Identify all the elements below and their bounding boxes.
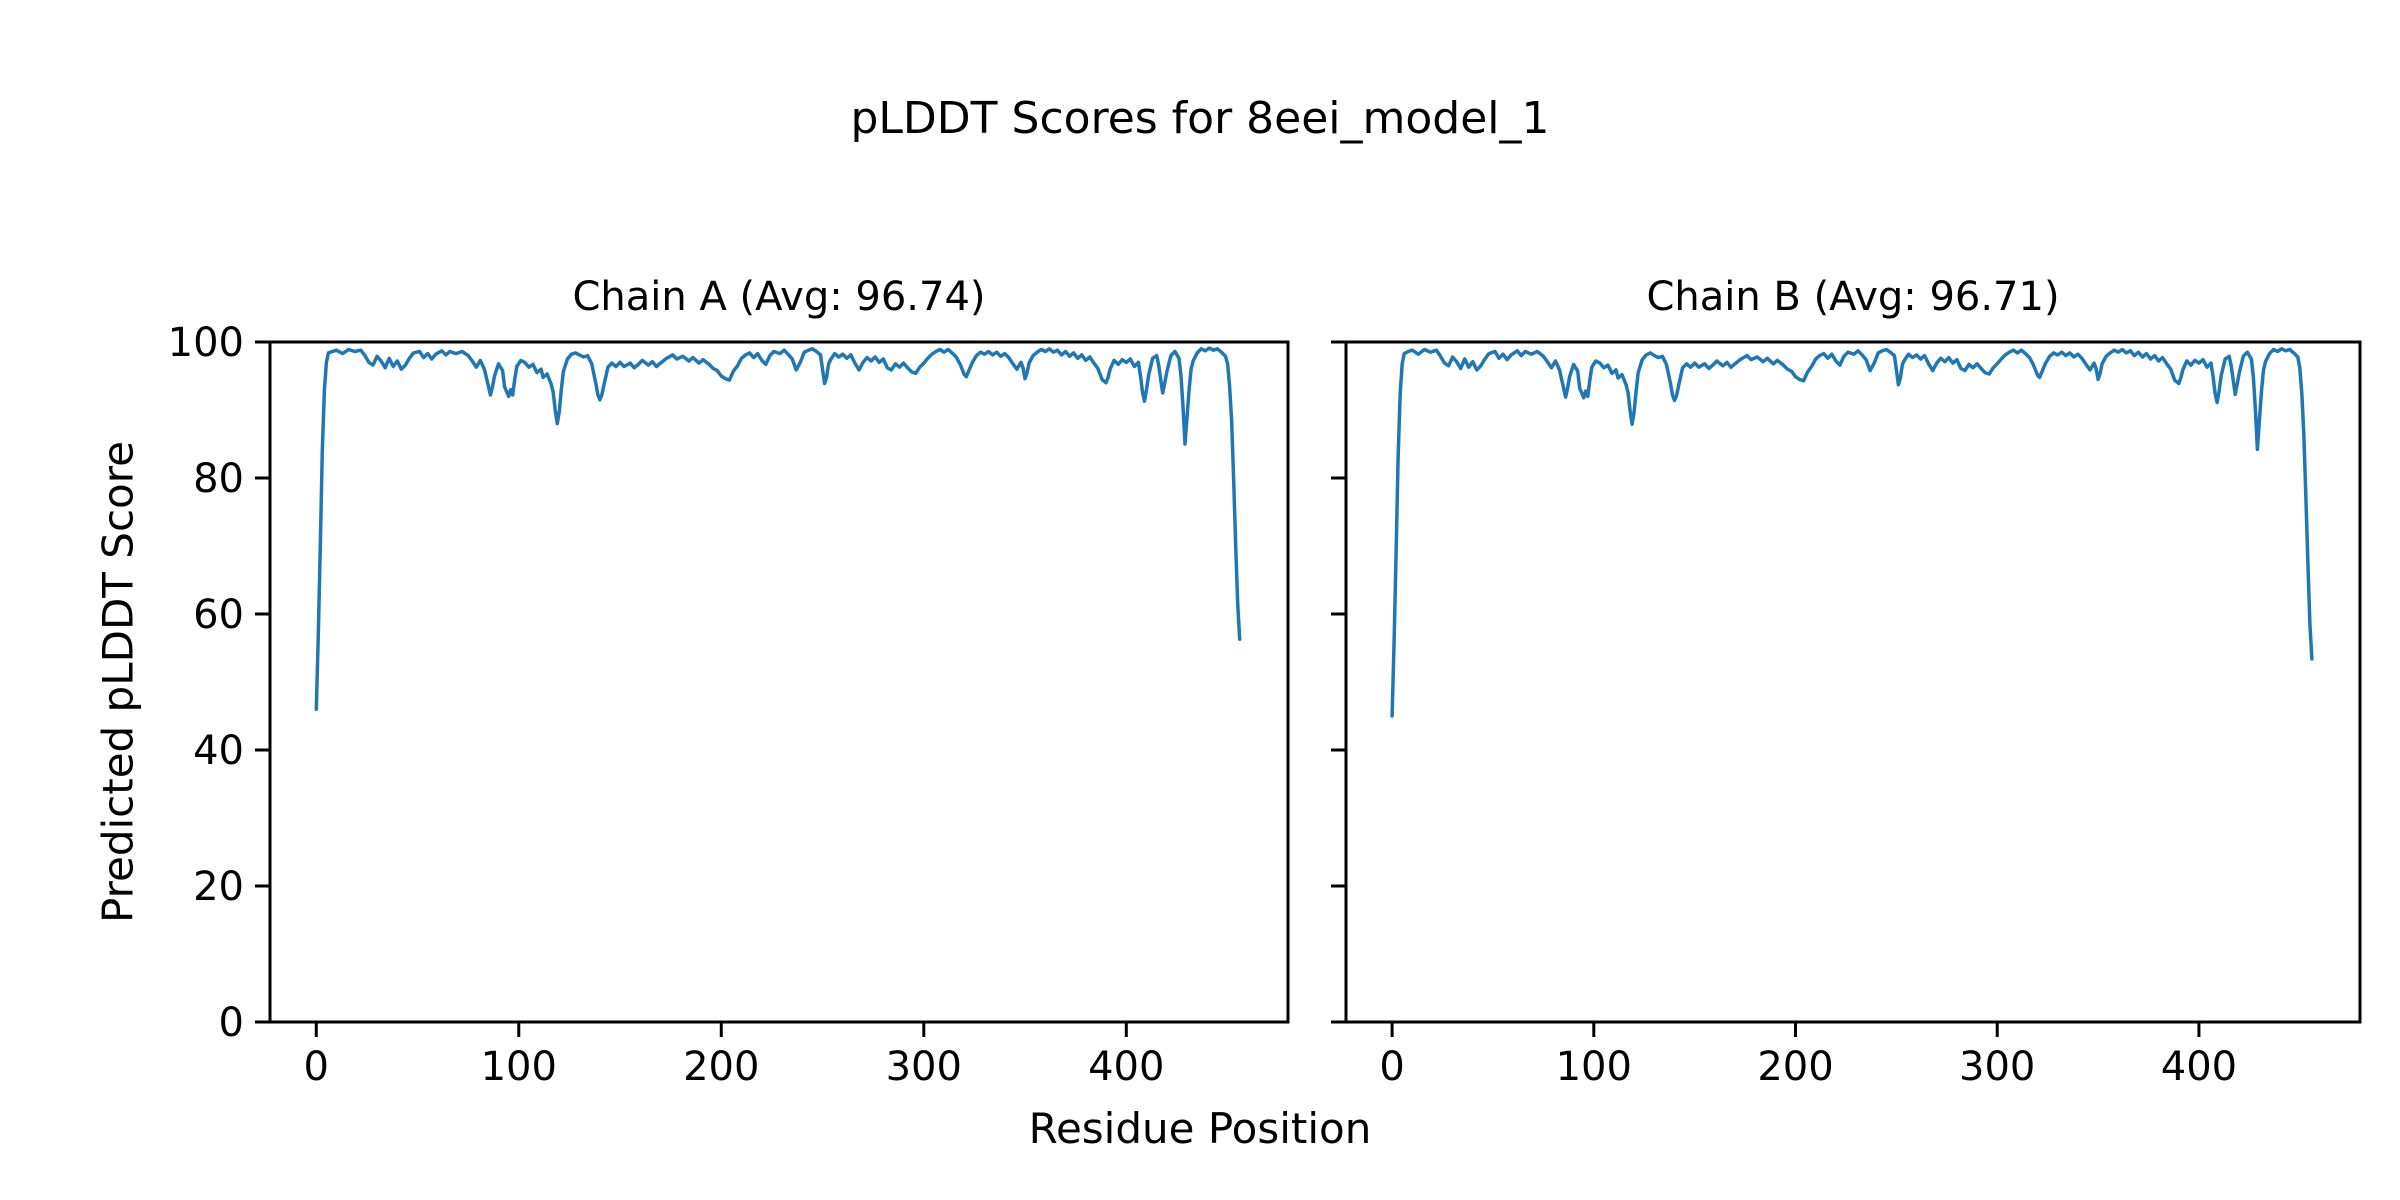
plot-spines	[1344, 340, 2362, 1024]
figure-title: pLDDT Scores for 8eei_model_1	[850, 93, 1550, 144]
x-axis-ticks: 0 100 200 300 400	[1379, 1022, 2237, 1090]
plddt-line-chain-a	[314, 346, 1242, 711]
x-axis-label: Residue Position	[1028, 1104, 1372, 1153]
x-tick-label: 200	[1757, 1044, 1833, 1090]
y-tick-label: 60	[193, 592, 244, 638]
y-tick-label: 0	[219, 1000, 244, 1046]
plot-spines	[268, 340, 1290, 1024]
x-tick-label: 300	[886, 1044, 962, 1090]
x-tick-label: 100	[1556, 1044, 1632, 1090]
y-tick-label: 40	[193, 728, 244, 774]
y-axis-ticks: 0 20 40 60 80 100	[168, 320, 270, 1046]
x-tick-label: 0	[304, 1044, 329, 1090]
chain-a-plot: 0 100 200 300 400 0 20 40 60 80 100	[168, 320, 1290, 1090]
y-tick-label: 20	[193, 864, 244, 910]
y-tick-label: 100	[168, 320, 244, 366]
x-tick-label: 300	[1959, 1044, 2035, 1090]
y-axis-ticks	[1331, 340, 1346, 1024]
x-tick-label: 400	[1088, 1044, 1164, 1090]
x-tick-label: 200	[683, 1044, 759, 1090]
plddt-line-chain-b	[1390, 347, 2314, 718]
x-tick-label: 400	[2161, 1044, 2237, 1090]
x-tick-label: 100	[481, 1044, 557, 1090]
y-axis-label-text: Predicted pLDDT Score	[93, 441, 143, 923]
y-tick-label: 80	[193, 456, 244, 502]
x-axis-ticks: 0 100 200 300 400	[304, 1022, 1164, 1090]
subplot-title-chain-a: Chain A (Avg: 96.74)	[572, 274, 986, 320]
chain-b-plot: 0 100 200 300 400	[1331, 340, 2362, 1090]
x-tick-label: 0	[1379, 1044, 1404, 1090]
subplot-title-chain-b: Chain B (Avg: 96.71)	[1646, 274, 2060, 320]
